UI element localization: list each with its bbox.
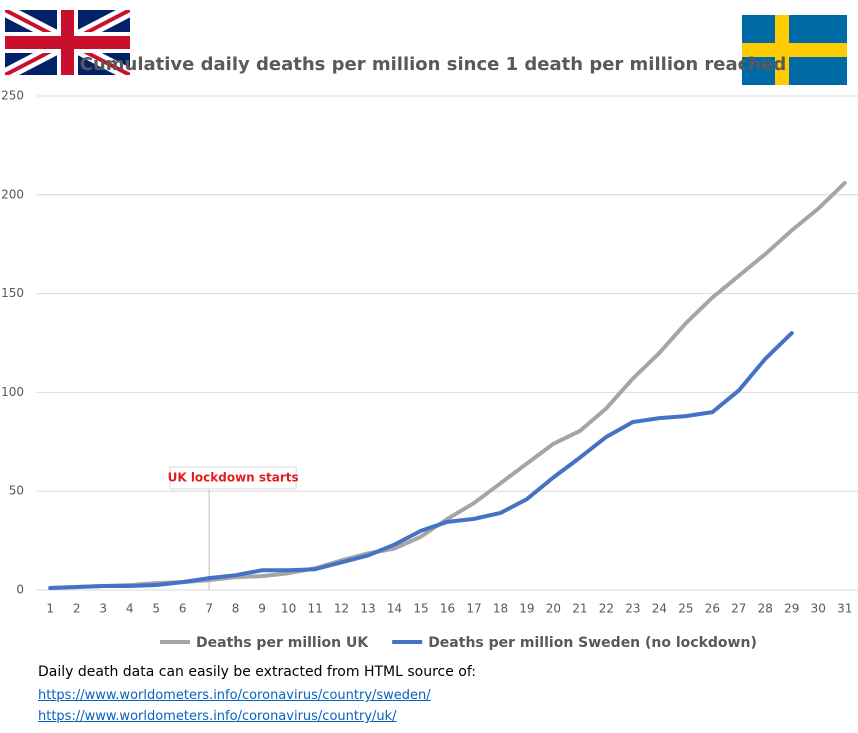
annotation-text: UK lockdown starts bbox=[168, 471, 299, 485]
x-tick-label: 10 bbox=[281, 602, 296, 616]
x-tick-label: 18 bbox=[493, 602, 508, 616]
x-tick-label: 24 bbox=[652, 602, 667, 616]
x-tick-label: 3 bbox=[99, 602, 107, 616]
link[interactable]: https://www.worldometers.info/coronaviru… bbox=[38, 688, 431, 703]
x-tick-label: 14 bbox=[387, 602, 402, 616]
y-tick-label: 0 bbox=[16, 583, 24, 597]
x-tick-label: 7 bbox=[205, 602, 213, 616]
annotation-box bbox=[169, 466, 297, 490]
x-tick-label: 31 bbox=[837, 602, 852, 616]
chart-title: Cumulative daily deaths per million sinc… bbox=[80, 54, 787, 75]
x-tick-label: 8 bbox=[232, 602, 240, 616]
x-tick-label: 2 bbox=[73, 602, 81, 616]
y-tick-label: 200 bbox=[1, 187, 24, 201]
footer-text: Daily death data can easily be extracted… bbox=[38, 664, 477, 680]
x-tick-label: 30 bbox=[811, 602, 826, 616]
x-tick-label: 23 bbox=[625, 602, 640, 616]
x-tick-label: 9 bbox=[258, 602, 266, 616]
x-tick-label: 25 bbox=[678, 602, 693, 616]
x-tick-label: 29 bbox=[784, 602, 799, 616]
y-tick-label: 150 bbox=[1, 286, 24, 300]
y-tick-label: 50 bbox=[9, 484, 24, 498]
x-tick-label: 19 bbox=[519, 602, 534, 616]
legend-label: Deaths per million Sweden (no lockdown) bbox=[428, 635, 757, 651]
x-tick-label: 22 bbox=[599, 602, 614, 616]
sweden-flag bbox=[742, 15, 847, 85]
x-tick-label: 26 bbox=[705, 602, 720, 616]
x-tick-label: 6 bbox=[179, 602, 187, 616]
y-tick-label: 250 bbox=[1, 89, 24, 103]
x-tick-label: 20 bbox=[546, 602, 561, 616]
x-tick-label: 28 bbox=[758, 602, 773, 616]
x-tick-label: 4 bbox=[126, 602, 134, 616]
series-line bbox=[48, 331, 794, 591]
x-tick-label: 11 bbox=[307, 602, 322, 616]
x-tick-label: 5 bbox=[152, 602, 160, 616]
series-line bbox=[48, 180, 847, 591]
x-tick-label: 16 bbox=[440, 602, 455, 616]
x-tick-label: 12 bbox=[334, 602, 349, 616]
chart: Cumulative daily deaths per million sinc… bbox=[1, 10, 858, 651]
legend-label: Deaths per million UK bbox=[196, 635, 369, 651]
x-tick-label: 21 bbox=[572, 602, 587, 616]
x-tick-label: 15 bbox=[413, 602, 428, 616]
y-tick-label: 100 bbox=[1, 385, 24, 399]
x-tick-label: 13 bbox=[360, 602, 375, 616]
x-tick-label: 17 bbox=[466, 602, 481, 616]
uk-flag bbox=[5, 10, 130, 75]
x-tick-label: 1 bbox=[46, 602, 54, 616]
footer: Daily death data can easily be extracted… bbox=[38, 664, 476, 730]
link[interactable]: https://www.worldometers.info/coronaviru… bbox=[38, 709, 397, 724]
x-tick-label: 27 bbox=[731, 602, 746, 616]
